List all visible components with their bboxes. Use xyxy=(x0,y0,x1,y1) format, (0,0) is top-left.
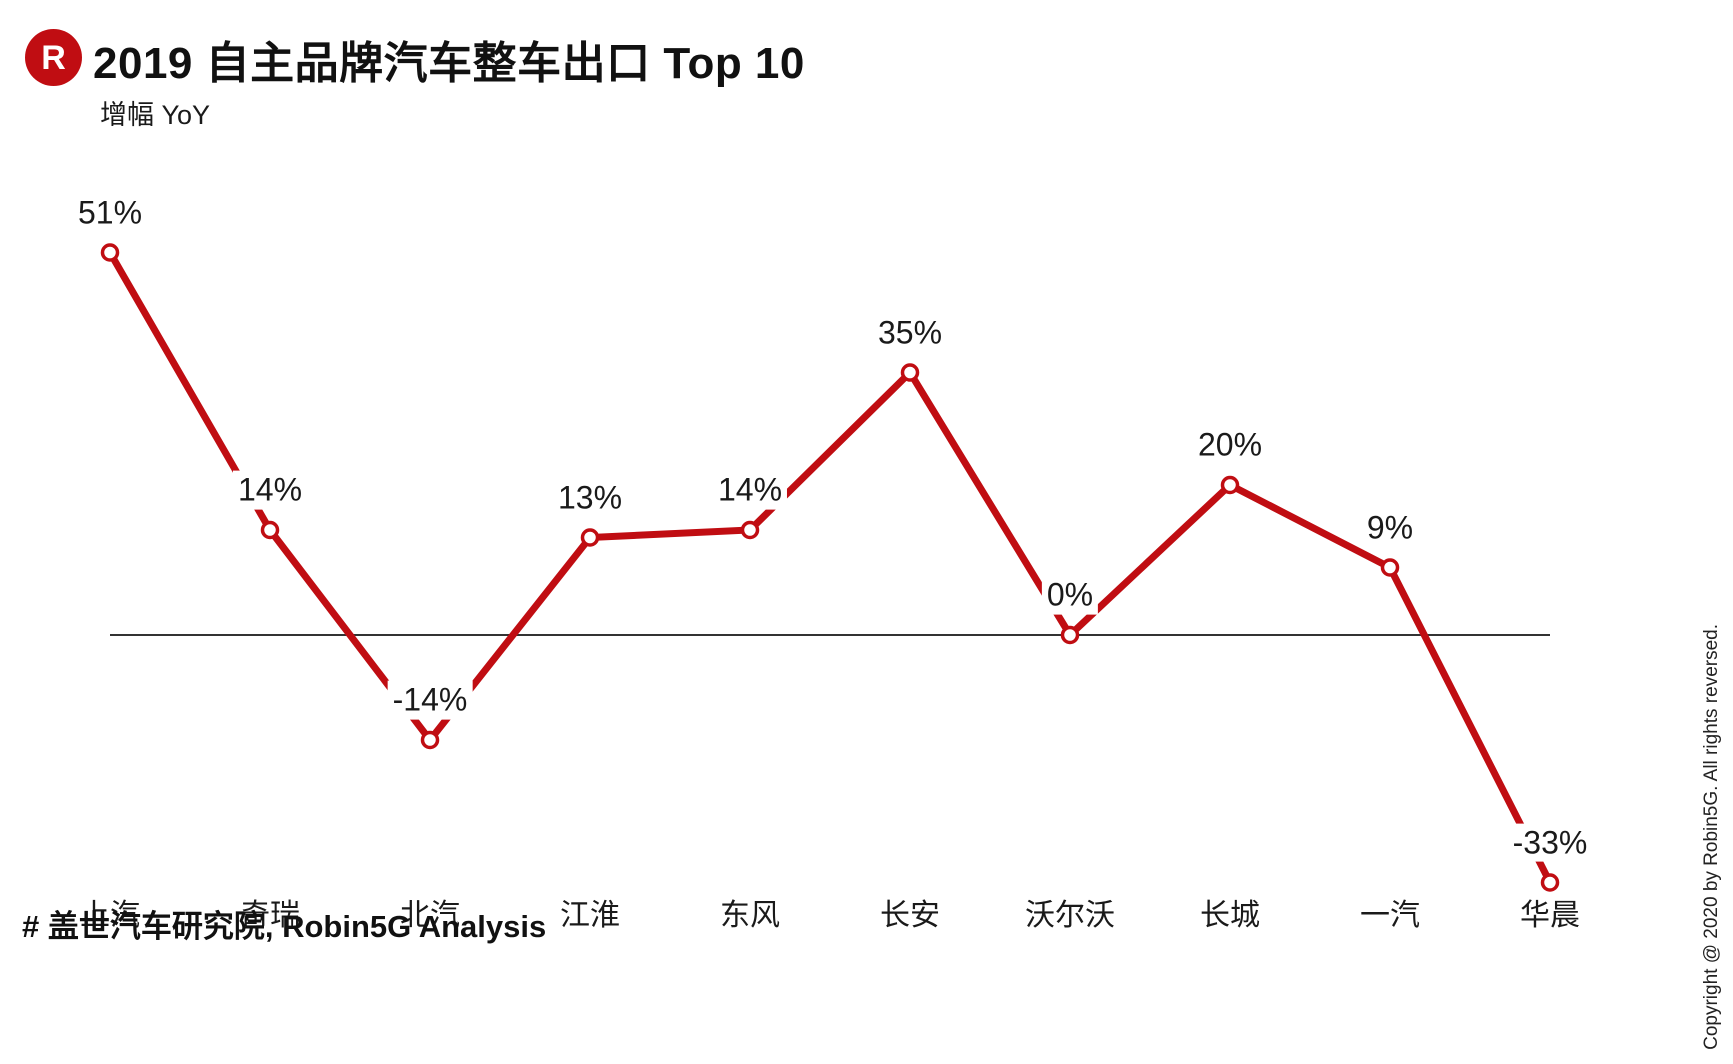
data-point-marker xyxy=(420,730,440,750)
robin5g-logo: R xyxy=(25,29,82,86)
source-note: # 盖世汽车研究院, Robin5G Analysis xyxy=(22,909,547,944)
page-title: 2019 自主品牌汽车整车出口 Top 10 xyxy=(93,39,805,88)
trend-line xyxy=(106,250,1554,885)
data-point-marker xyxy=(580,528,600,547)
data-point-marker xyxy=(1060,625,1080,645)
data-point-marker xyxy=(100,243,120,262)
data-point-marker xyxy=(740,520,760,540)
copyright-note: Copyright @ 2020 by Robin5G. All rights … xyxy=(1701,624,1722,1050)
data-point-marker xyxy=(1540,873,1560,892)
logo-letter: R xyxy=(41,38,66,77)
data-point-marker xyxy=(260,520,280,540)
data-point-marker xyxy=(900,363,920,382)
chart-subtitle: 增幅 YoY xyxy=(100,100,211,130)
data-point-marker xyxy=(1220,475,1240,495)
data-point-marker xyxy=(1380,558,1400,577)
